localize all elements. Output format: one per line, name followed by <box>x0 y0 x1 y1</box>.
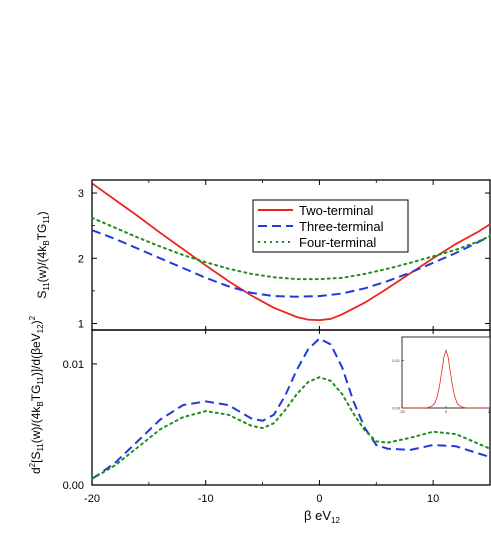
legend-label: Three-terminal <box>299 219 384 234</box>
inset-plot: 0.00 0.01 -20 0 20 <box>392 336 491 414</box>
series-line-four-terminal <box>91 216 491 281</box>
bottom-panel: 0.00 0.01 -20 -10 0 10 <box>63 329 491 505</box>
label-part: 11 <box>42 282 51 291</box>
label-part: (w)/(4k <box>29 406 43 444</box>
x-tick-label: -10 <box>198 493 214 505</box>
series-line-three-terminal <box>91 229 491 298</box>
inset-x-tick-label: -20 <box>399 409 406 414</box>
inset-frame <box>401 336 491 409</box>
label-part: [S <box>29 452 43 463</box>
label-part: S <box>35 291 49 299</box>
axis-labels: S11(w)/(4kBTG11)d2[S11(w)/(4kBTG11)]/d(β… <box>28 211 340 525</box>
inset-y-tick-label: 0.01 <box>392 358 401 363</box>
inset-x-tick-label: 0 <box>445 409 448 414</box>
label-part: 11 <box>42 215 51 224</box>
inset-x-tick-label: 20 <box>488 409 491 414</box>
series-line-bottom-four-terminal <box>91 376 491 480</box>
x-tick-label: 10 <box>427 493 439 505</box>
y-tick-label-bottom: 0.01 <box>63 359 84 371</box>
y-tick-label-bottom: 0.00 <box>63 480 84 492</box>
y-tick-label-top: 2 <box>78 253 84 265</box>
label-part: B <box>42 240 51 245</box>
label-part: TG <box>35 224 49 241</box>
label-part: (w)/(4k <box>35 245 49 283</box>
label-part: 11 <box>36 443 45 452</box>
y-tick-label-top: 3 <box>78 188 84 200</box>
inset-y-tick-label: 0.00 <box>392 406 401 411</box>
y-tick-label-top: 1 <box>78 318 84 330</box>
label-part: )]/d(βeV <box>29 333 43 376</box>
label-part: 12 <box>36 324 45 333</box>
y-axis-label-top: S11(w)/(4kBTG11) <box>35 211 51 298</box>
label-part: 12 <box>331 516 340 525</box>
x-axis-label: β eV12 <box>304 508 340 525</box>
y-axis-label-bottom: d2[S11(w)/(4kBTG11)]/d(βeV12)2 <box>28 315 45 474</box>
label-part: TG <box>29 385 43 402</box>
inset-curve <box>402 348 490 409</box>
label-part: 2 <box>28 315 37 320</box>
series-line-two-terminal <box>91 182 491 322</box>
legend-label: Four-terminal <box>299 235 376 250</box>
label-part: B <box>36 401 45 406</box>
label-part: ) <box>29 320 43 324</box>
series-line-bottom-three-terminal <box>91 337 491 480</box>
label-part: β eV <box>304 508 331 523</box>
label-part: d <box>29 467 43 474</box>
label-part: 11 <box>36 376 45 385</box>
legend-label: Two-terminal <box>299 203 374 218</box>
label-part: ) <box>35 211 49 215</box>
x-tick-label: 0 <box>316 493 322 505</box>
x-tick-label: -20 <box>84 493 100 505</box>
label-part: 2 <box>28 462 37 467</box>
